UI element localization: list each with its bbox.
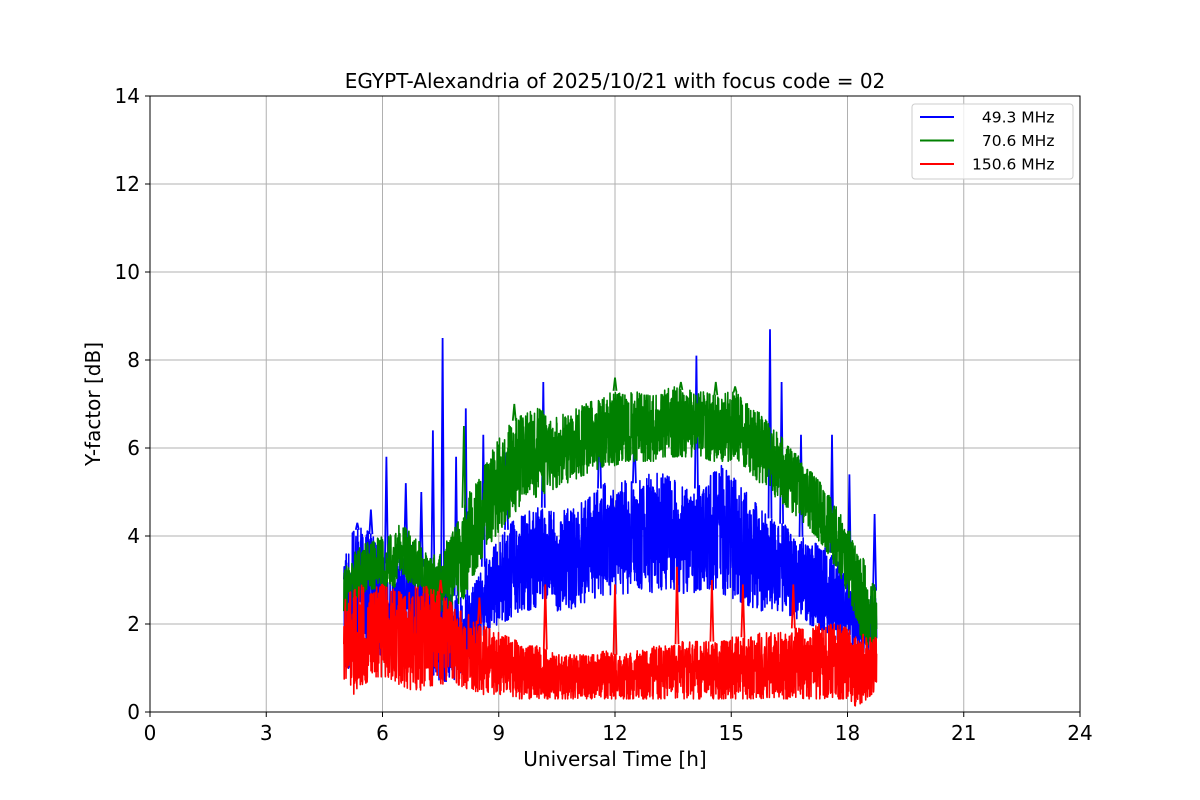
series-peak [740,584,746,638]
series-peak [440,337,445,583]
series-line-70-6-mhz [343,386,878,660]
series-peak [438,579,443,594]
x-tick-label: 3 [260,721,273,745]
y-tick-label: 0 [127,700,140,724]
legend-frame [911,103,1074,180]
legend-label: 49.3 MHz [972,109,1054,127]
y-tick-label: 12 [115,172,140,196]
legend-label: 150.6 MHz [972,156,1054,174]
series-peak [790,584,796,629]
series-peak [612,377,618,391]
series-peak [430,430,436,577]
series-peak [511,403,517,421]
series-peak [713,381,719,396]
x-tick-label: 6 [376,721,389,745]
y-axis-title: Y-factor [dB] [81,342,105,467]
series-peak [872,513,877,591]
x-tick-label: 18 [835,721,860,745]
x-tick-label: 0 [144,721,157,745]
series-peak [612,584,618,655]
series-peak [354,522,360,530]
series-peak [461,425,467,508]
y-tick-label: 10 [115,260,140,284]
x-tick-label: 21 [951,721,976,745]
legend-label: 70.6 MHz [972,132,1054,150]
y-tick-label: 6 [127,436,140,460]
y-tick-label: 8 [127,348,140,372]
chart-title: EGYPT-Alexandria of 2025/10/21 with focu… [345,69,886,93]
series-peak [674,566,680,645]
series-peak [368,509,374,535]
x-tick-label: 9 [492,721,505,745]
series-peak [477,597,482,625]
x-tick-label: 24 [1067,721,1092,745]
series-peak [542,584,548,650]
y-tick-label: 2 [127,612,140,636]
y-tick-label: 4 [127,524,140,548]
x-tick-label: 12 [602,721,627,745]
series-peak [384,456,389,564]
x-axis-title: Universal Time [h] [523,747,706,771]
legend: 49.3 MHz 70.6 MHz 150.6 MHz [911,103,1074,180]
x-tick-label: 15 [719,721,744,745]
series-peak [709,579,715,642]
y-tick-label: 14 [115,84,140,108]
series-peak [732,386,738,393]
series-peak [418,491,424,567]
series-line-150-6-mhz [343,583,878,707]
series-peak [678,381,684,391]
series-group [343,329,878,707]
